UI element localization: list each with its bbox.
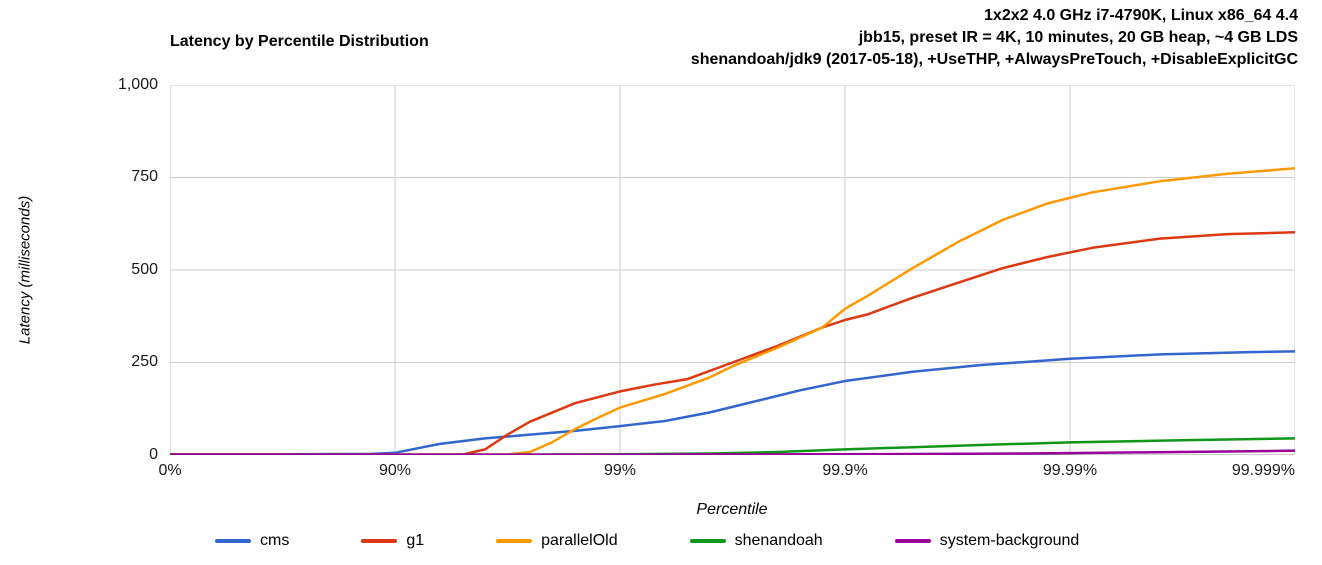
config-block: 1x2x2 4.0 GHz i7-4790K, Linux x86_64 4.4… [691,5,1298,71]
legend-swatch-system-background [894,539,931,543]
legend-item-shenandoah: shenandoah [689,532,823,550]
config-line-3: shenandoah/jdk9 (2017-05-18), +UseTHP, +… [690,51,1298,68]
legend-item-parallelold: parallelOld [496,532,618,550]
legend-label-shenandoah: shenandoah [734,532,823,549]
plot-area [170,85,1295,455]
y-tick-label-250: 250 [131,353,158,370]
legend-label-g1: g1 [406,532,425,549]
legend-swatch-g1 [361,539,398,543]
x-tick-label-99.99: 99.99% [1042,462,1098,479]
legend-label-parallelold: parallelOld [541,532,618,549]
x-tick-label-90: 90% [378,462,412,479]
x-tick-label-0: 0% [158,462,182,479]
legend-swatch-cms [215,539,251,543]
config-line-1: 1x2x2 4.0 GHz i7-4790K, Linux x86_64 4.4 [984,7,1298,24]
legend-item-g1: g1 [361,532,424,550]
y-tick-label-750: 750 [131,168,158,185]
series-line-system-background [170,449,1295,455]
legend-label-cms: cms [260,532,290,549]
series-plot-svg [170,85,1295,455]
x-axis-label: Percentile [696,501,768,518]
y-tick-label-1000: 1,000 [117,76,158,93]
y-tick-label-500: 500 [131,261,158,278]
legend-item-cms: cms [215,532,289,550]
legend-swatch-shenandoah [689,539,726,543]
config-line-2: jbb15, preset IR = 4K, 10 minutes, 20 GB… [858,29,1298,46]
x-tick-label-99.9: 99.9% [822,462,868,479]
series-line-g1 [170,231,1295,455]
legend-swatch-parallelold [496,539,533,543]
series-line-cms [170,350,1295,455]
legend: cms g1 parallelOld shenandoah system-bac… [0,532,1322,550]
x-tick-label-99.999: 99.999% [1231,462,1295,479]
legend-label-system-background: system-background [939,532,1080,549]
chart-title: Latency by Percentile Distribution [170,33,429,50]
series-line-parallelOld [170,167,1295,455]
y-tick-label-0: 0 [149,446,158,463]
legend-item-system-background: system-background [894,532,1080,550]
x-tick-label-99: 99% [603,462,637,479]
